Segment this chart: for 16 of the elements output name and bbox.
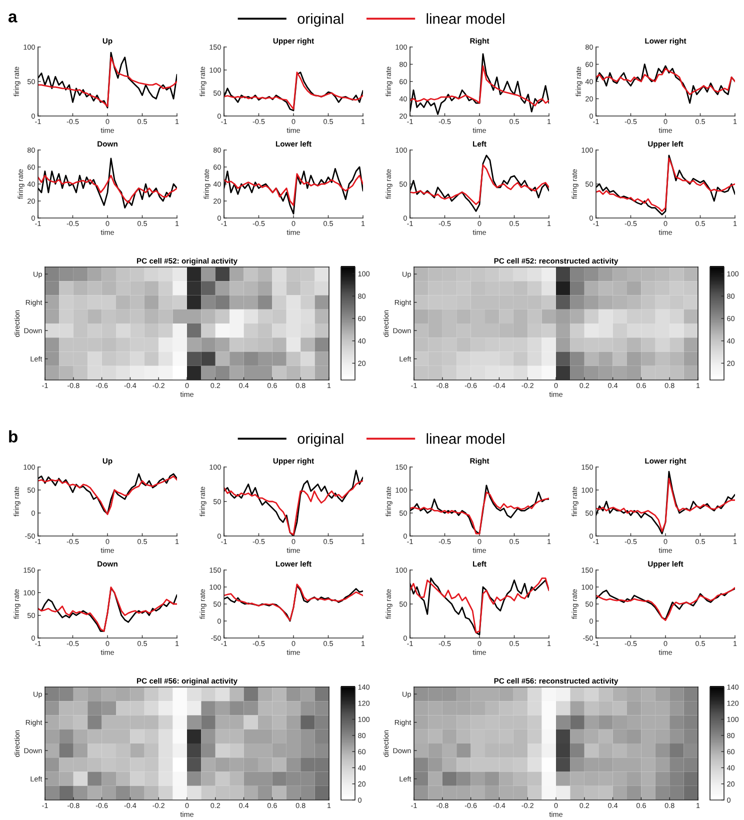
legend-label: original (298, 13, 344, 27)
line-series (38, 158, 177, 208)
text: b (9, 430, 18, 442)
line-series (410, 164, 549, 206)
line-series (596, 68, 735, 96)
line-series (596, 64, 735, 104)
line-series (224, 470, 363, 536)
line-series (38, 174, 177, 204)
line-series (410, 154, 549, 212)
line-series (410, 65, 549, 106)
line-series (224, 173, 363, 206)
legend-label: original (298, 433, 344, 447)
line-series (224, 166, 363, 214)
text: a (8, 13, 18, 22)
legend-label: linear model (426, 433, 504, 444)
legend-label: linear model (426, 13, 504, 24)
